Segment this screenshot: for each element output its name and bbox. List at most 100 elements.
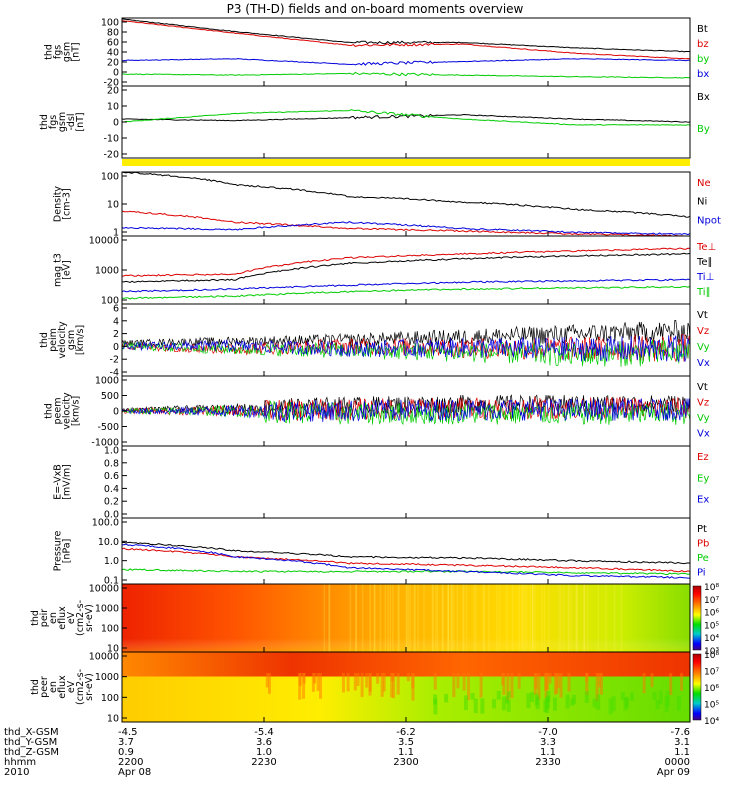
ylabel-line: E=-VxB — [53, 464, 64, 499]
electron-spectrogram-band — [380, 673, 384, 697]
ytick-label: 100.0 — [92, 518, 119, 529]
xrow-value: 1.1 — [540, 747, 556, 758]
electron-spectrogram-band — [265, 673, 269, 688]
panel-frame-density — [121, 171, 691, 237]
ytick-label: 0.6 — [104, 471, 119, 482]
ytick-label: 1000 — [95, 376, 119, 387]
ion-spectrogram-streak — [349, 584, 352, 652]
ion-spectrogram-streak — [462, 584, 464, 652]
electron-spectrogram-low — [526, 693, 531, 709]
electron-spectrogram-low — [545, 695, 550, 709]
ylabel-line: thd — [44, 403, 55, 419]
electron-spectrogram-band — [316, 673, 320, 691]
series-temperature-Te⊥ — [121, 247, 691, 277]
xrow-value: 3.1 — [674, 737, 690, 748]
electron-spectrogram-low — [655, 700, 660, 709]
series-fgs_gsm-by — [121, 71, 691, 79]
ion-spectrogram-streak — [387, 584, 389, 652]
legend-Ni: Ni — [697, 197, 707, 208]
ion-spectrogram-streak — [442, 584, 444, 652]
legend-by: by — [697, 54, 709, 65]
ion-spectrogram-streak — [529, 584, 531, 652]
ytick-label: 0.4 — [104, 484, 119, 495]
electron-spectrogram-band — [557, 673, 561, 689]
legend-By: By — [697, 124, 710, 135]
xrow-value: 3.5 — [398, 737, 414, 748]
legend-Vx: Vx — [697, 358, 710, 369]
electron-spectrogram-band — [298, 673, 302, 686]
ion-spectrogram-streak — [534, 584, 536, 652]
legend-bx: bx — [697, 69, 709, 80]
electron-spectrogram-low — [506, 691, 511, 698]
ion-spectrogram-streak — [373, 584, 376, 652]
electron-spectrogram-band — [669, 673, 673, 696]
legend-Vt: Vt — [697, 382, 708, 393]
legend-Pb: Pb — [697, 539, 709, 550]
ion-spectrogram-streak — [452, 584, 455, 652]
ion-spectrogram-streak — [613, 584, 616, 652]
ylabel-line: gsm — [66, 330, 77, 350]
ylabel-line: peir — [39, 609, 50, 628]
ytick-label: 10000 — [89, 584, 119, 595]
ylabel-line: thd — [30, 610, 41, 626]
ion-spectrogram-streak — [482, 584, 485, 652]
ytick-label: 100 — [101, 172, 119, 183]
colorbar-tick: 10⁸ — [704, 651, 719, 661]
electron-spectrogram-low — [570, 698, 575, 706]
ytick-label: 4 — [113, 316, 119, 327]
electron-spectrogram-low — [473, 698, 478, 714]
ion-spectrogram-streak — [406, 584, 408, 652]
electron-spectrogram-band — [546, 673, 550, 690]
ion-spectrogram-streak — [423, 584, 425, 652]
electron-spectrogram-band — [510, 673, 514, 699]
electron-spectrogram-band — [680, 673, 684, 691]
ion-spectrogram-streak — [405, 584, 408, 652]
ytick-label: 1000 — [95, 266, 119, 277]
ion-spectrogram-streak — [355, 584, 357, 652]
colorbar-tick: 10³ — [704, 647, 719, 657]
electron-spectrogram-band — [506, 673, 510, 701]
ion-spectrogram-streak — [328, 584, 331, 652]
colorbar-tick: 10⁷ — [704, 596, 719, 606]
ytick-label: 1.0 — [104, 556, 119, 567]
ytick-label: 10000 — [89, 652, 119, 663]
colorbar-tick: 10⁴ — [704, 717, 719, 727]
colorbar-2 — [692, 653, 702, 721]
electron-spectrogram-top — [122, 652, 690, 677]
ion-spectrogram-streak — [355, 584, 357, 652]
ylabel-line: gsm — [62, 42, 73, 62]
electron-spectrogram-low — [592, 698, 597, 708]
ytick-label: 0.8 — [104, 458, 119, 469]
electron-spectrogram-low — [665, 690, 670, 707]
colorbar-tick: 10⁶ — [704, 609, 719, 619]
ion-spectrogram-streak — [432, 584, 434, 652]
xrow-value: -5.4 — [254, 727, 274, 738]
legend-Ex: Ex — [697, 495, 709, 506]
ylabel-pressure: Pressure[nPa] — [53, 531, 73, 572]
legend-Te∥: Te∥ — [696, 257, 713, 268]
electron-spectrogram-band — [599, 673, 603, 695]
electron-spectrogram-low — [652, 691, 657, 700]
xrow-label: thd_Z-GSM — [4, 747, 59, 758]
ion-spectrogram-streak — [483, 584, 485, 652]
ylabel-line: Pressure — [53, 531, 64, 572]
ytick-label: -4 — [110, 368, 119, 379]
electron-spectrogram-low — [433, 698, 438, 715]
ylabel-line: eV — [66, 680, 77, 693]
electron-spectrogram-low — [658, 690, 663, 705]
electron-spectrogram-low — [535, 696, 540, 710]
ion-spectrogram-streak — [413, 584, 415, 652]
ytick-label: 100 — [101, 18, 119, 29]
electron-spectrogram-low — [496, 690, 501, 700]
xrow-label: thd_Y-GSM — [4, 737, 57, 748]
legend-Bt: Bt — [697, 24, 708, 35]
ylabel-line: (cm2-s- — [75, 600, 86, 636]
electron-spectrogram-band — [466, 673, 470, 701]
ion-spectrogram-streak — [543, 584, 546, 652]
electron-spectrogram-band — [595, 673, 599, 701]
electron-spectrogram-band — [298, 673, 302, 700]
ion-spectrogram-streak — [584, 584, 586, 652]
ion-spectrogram-streak — [361, 584, 364, 652]
